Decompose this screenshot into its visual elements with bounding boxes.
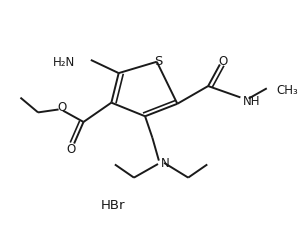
Text: N: N — [161, 157, 170, 170]
Text: NH: NH — [243, 95, 260, 108]
Text: CH₃: CH₃ — [276, 83, 298, 96]
Text: H₂N: H₂N — [52, 55, 75, 68]
Text: HBr: HBr — [101, 199, 125, 211]
Text: O: O — [218, 55, 228, 68]
Text: O: O — [57, 101, 66, 114]
Text: S: S — [154, 55, 162, 68]
Text: O: O — [67, 142, 76, 155]
